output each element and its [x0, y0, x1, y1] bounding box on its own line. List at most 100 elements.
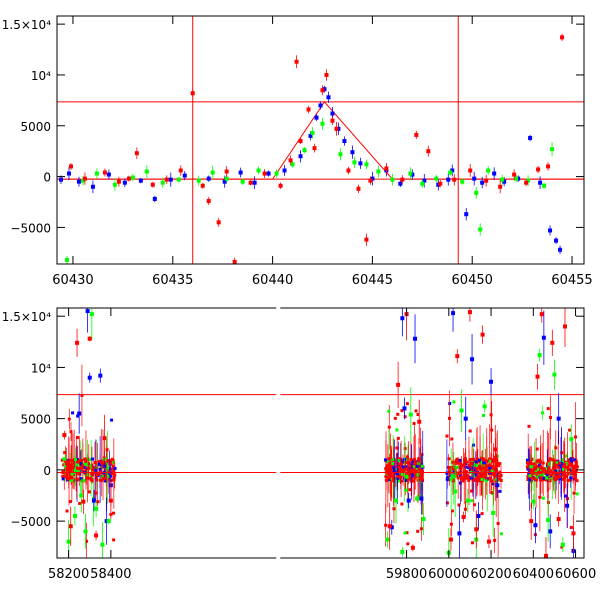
noise-point — [65, 509, 69, 513]
noise-point — [561, 477, 565, 481]
noise-point — [462, 473, 466, 477]
x-tick-label: 60400 — [513, 567, 554, 582]
data-point-green — [546, 518, 551, 523]
data-point-red — [216, 220, 221, 225]
noise-point — [384, 479, 388, 483]
noise-point — [488, 476, 492, 480]
data-point-green — [526, 178, 531, 183]
noise-point — [408, 467, 412, 471]
data-point-green — [415, 496, 420, 501]
noise-point — [569, 457, 573, 461]
data-point-green — [130, 175, 135, 180]
noise-point — [532, 462, 536, 466]
data-point-green — [478, 227, 483, 232]
data-point-red — [387, 524, 392, 529]
noise-point — [560, 545, 564, 549]
noise-point — [420, 453, 424, 457]
noise-point — [546, 407, 550, 411]
noise-point — [498, 489, 502, 493]
noise-point — [557, 477, 561, 481]
noise-point — [104, 469, 108, 473]
noise-point — [498, 475, 502, 479]
noise-point — [403, 415, 407, 419]
noise-point — [92, 465, 96, 469]
noise-point — [397, 479, 401, 483]
data-point-green — [274, 171, 279, 176]
noise-point — [87, 490, 91, 494]
noise-point — [473, 468, 477, 472]
data-point-blue — [528, 135, 533, 140]
noise-point — [480, 478, 484, 482]
data-point-blue — [558, 247, 563, 252]
data-point-blue — [266, 171, 271, 176]
noise-point — [94, 491, 98, 495]
noise-point — [533, 467, 537, 471]
noise-point — [539, 478, 543, 482]
data-point-red — [414, 132, 419, 137]
data-point-red — [262, 171, 267, 176]
noise-point — [414, 409, 418, 413]
noise-point — [462, 469, 466, 473]
noise-point — [534, 466, 538, 470]
data-point-blue — [298, 154, 303, 159]
data-point-red — [312, 146, 317, 151]
data-point-blue — [389, 525, 394, 530]
noise-point — [450, 437, 454, 441]
data-point-green — [537, 353, 542, 358]
noise-point — [452, 400, 456, 404]
axis-break-gap — [276, 307, 281, 559]
noise-point — [447, 457, 451, 461]
noise-point — [568, 461, 572, 465]
data-point-blue — [358, 161, 363, 166]
data-point-blue — [400, 316, 405, 321]
noise-point — [467, 478, 471, 482]
noise-point — [405, 457, 409, 461]
data-point-blue — [87, 375, 92, 380]
data-point-red — [467, 310, 472, 315]
data-point-green — [486, 168, 491, 173]
noise-point — [571, 472, 575, 476]
data-point-green — [94, 506, 99, 511]
noise-point — [486, 465, 490, 469]
data-point-blue — [463, 416, 468, 421]
data-point-blue — [152, 196, 157, 201]
data-point-green — [400, 549, 405, 554]
noise-point — [470, 489, 474, 493]
noise-point — [392, 478, 396, 482]
noise-point — [450, 509, 454, 513]
noise-point — [71, 466, 75, 470]
data-point-green — [376, 169, 381, 174]
noise-point — [412, 479, 416, 483]
noise-point — [408, 462, 412, 466]
noise-point — [468, 476, 472, 480]
noise-point — [547, 462, 551, 466]
data-point-red — [512, 172, 517, 177]
noise-point — [497, 464, 501, 468]
noise-point — [60, 458, 64, 462]
data-point-green — [474, 190, 479, 195]
noise-point — [67, 466, 71, 470]
noise-point — [484, 463, 488, 467]
noise-point — [529, 465, 533, 469]
data-point-red — [278, 183, 283, 188]
data-point-blue — [58, 177, 63, 182]
data-point-green — [79, 493, 84, 498]
data-point-blue — [472, 176, 477, 181]
noise-point — [459, 474, 463, 478]
data-point-blue — [104, 519, 109, 524]
noise-point — [549, 457, 553, 461]
noise-point — [567, 458, 571, 462]
noise-point — [553, 460, 557, 464]
noise-point — [70, 479, 74, 483]
data-point-green — [176, 177, 181, 182]
noise-point — [528, 474, 532, 478]
data-point-red — [200, 183, 205, 188]
noise-point — [383, 458, 387, 462]
noise-point — [69, 464, 73, 468]
noise-point — [396, 458, 400, 462]
noise-point — [549, 473, 553, 477]
data-point-red — [94, 533, 99, 538]
noise-point — [557, 461, 561, 465]
data-point-blue — [406, 498, 411, 503]
